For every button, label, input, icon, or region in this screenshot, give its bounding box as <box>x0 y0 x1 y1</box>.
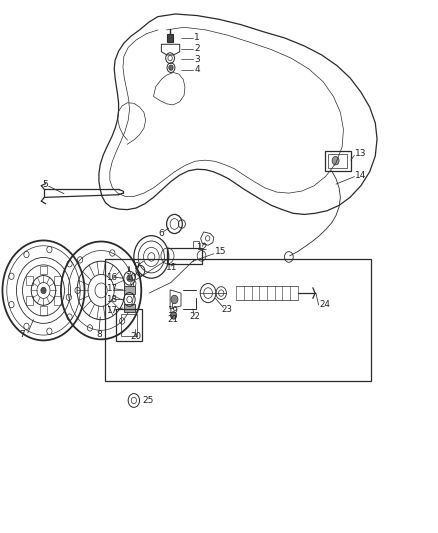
Text: 1: 1 <box>194 34 200 43</box>
Bar <box>167 34 173 42</box>
Text: 3: 3 <box>194 55 200 63</box>
Text: 17: 17 <box>106 284 117 293</box>
Text: 17: 17 <box>106 305 117 314</box>
Text: 7: 7 <box>19 330 25 339</box>
Bar <box>40 306 47 315</box>
Text: 22: 22 <box>189 312 200 321</box>
Bar <box>124 304 135 312</box>
Text: 19: 19 <box>167 305 178 314</box>
Text: 12: 12 <box>197 244 208 253</box>
Text: 9: 9 <box>134 262 140 271</box>
Circle shape <box>127 275 132 281</box>
Circle shape <box>332 157 339 165</box>
Text: 20: 20 <box>131 332 142 341</box>
Text: 8: 8 <box>96 330 102 339</box>
Text: 15: 15 <box>215 247 226 256</box>
Bar <box>54 296 61 305</box>
Text: 6: 6 <box>159 229 165 238</box>
Circle shape <box>170 312 177 319</box>
Text: 11: 11 <box>166 263 177 272</box>
Text: 25: 25 <box>143 396 154 405</box>
Text: 21: 21 <box>167 315 178 324</box>
Bar <box>25 276 32 285</box>
Text: 2: 2 <box>194 44 200 53</box>
Text: 24: 24 <box>319 300 330 309</box>
Bar <box>54 276 61 285</box>
Text: 13: 13 <box>355 149 367 158</box>
Circle shape <box>169 65 173 70</box>
Text: 10: 10 <box>127 273 138 281</box>
Circle shape <box>41 287 46 294</box>
Text: 5: 5 <box>42 180 48 189</box>
Bar <box>124 286 135 294</box>
Bar <box>328 154 347 167</box>
Bar <box>105 259 371 381</box>
Bar <box>325 151 351 171</box>
Bar <box>25 296 32 305</box>
Text: 18: 18 <box>106 295 117 304</box>
Text: 23: 23 <box>221 304 232 313</box>
Text: 14: 14 <box>355 171 367 180</box>
Circle shape <box>171 295 178 304</box>
Text: 16: 16 <box>106 273 117 281</box>
Bar <box>40 266 47 274</box>
Text: 4: 4 <box>194 66 200 74</box>
